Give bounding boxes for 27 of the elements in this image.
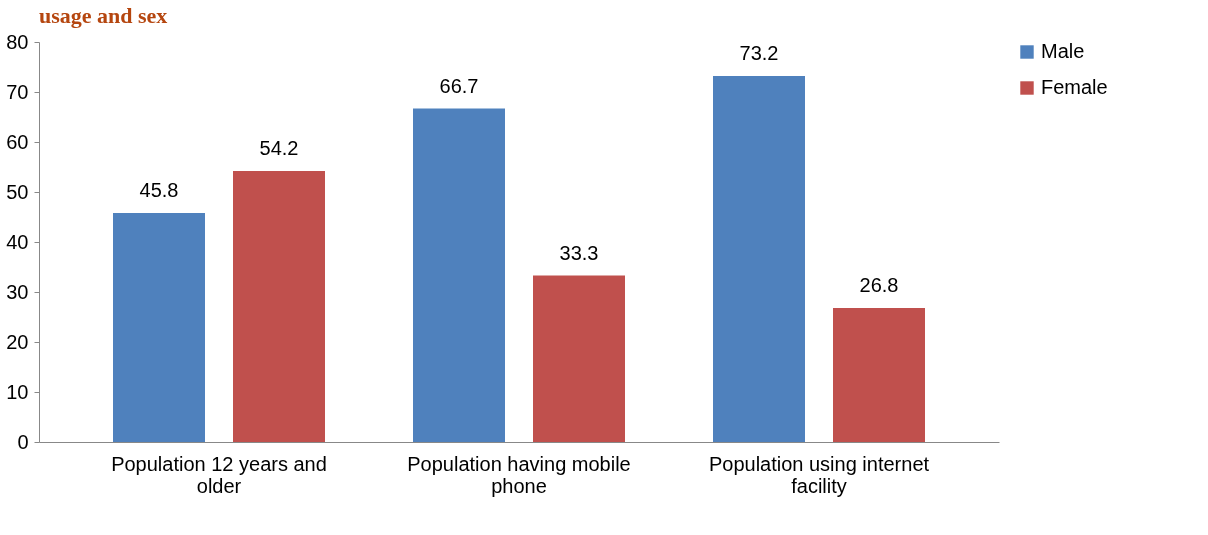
data-label: 54.2 (259, 137, 299, 159)
data-label: 66.7 (439, 74, 479, 97)
x-tick-label: Population having mobile phone (407, 452, 631, 497)
y-tick-label: 0 (17, 430, 29, 453)
data-label: 73.2 (739, 42, 779, 64)
data-label: 26.8 (859, 274, 899, 296)
x-tick-label: Population using internet facility (708, 452, 930, 497)
y-tick-label: 40 (6, 230, 29, 253)
bar (113, 213, 205, 442)
y-tick-label: 10 (6, 380, 29, 403)
bar (713, 76, 805, 442)
y-tick-label: 50 (6, 180, 29, 203)
data-label: 45.8 (139, 179, 179, 201)
y-tick-label: 20 (6, 330, 29, 353)
y-tick-label: 80 (6, 30, 29, 53)
chart-title: usage and sex (39, 3, 168, 28)
bar (413, 108, 505, 442)
legend-label: Female (1041, 76, 1108, 98)
legend-label: Male (1041, 40, 1085, 62)
data-label: 33.3 (559, 241, 599, 264)
y-tick-label: 60 (6, 130, 29, 153)
y-tick-label: 70 (6, 80, 29, 103)
y-tick-label: 30 (6, 280, 29, 303)
x-tick-label: Population 12 years and older (111, 452, 327, 497)
bar (533, 275, 625, 442)
bar (833, 308, 925, 442)
bar (233, 171, 325, 442)
